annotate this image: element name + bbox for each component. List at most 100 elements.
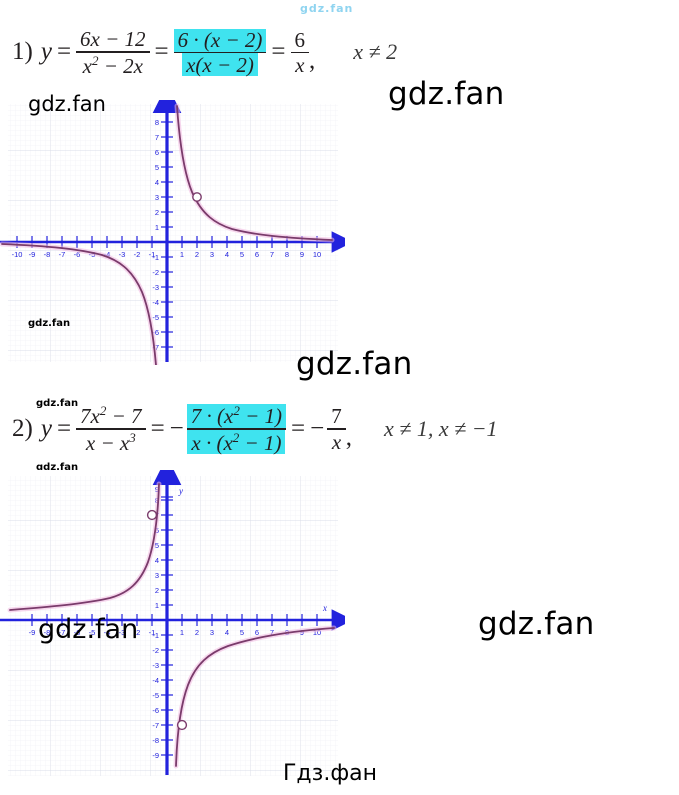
graph-2-y-ticks	[161, 496, 173, 756]
fraction-1-result-bar	[290, 51, 309, 54]
equation-2: 2) y = 7x2 − 7 x − x3 = − 7 · (x2 − 1) x…	[12, 404, 498, 454]
svg-text:8: 8	[285, 250, 289, 259]
svg-text:-6: -6	[74, 250, 81, 259]
svg-text:10: 10	[313, 628, 321, 637]
svg-text:-8: -8	[44, 250, 51, 259]
svg-text:-1: -1	[152, 631, 159, 640]
graph-1-y-tick-labels: 12 34 56 78 9 -1-2 -3-4 -5-6 -7	[152, 106, 159, 352]
svg-text:-9: -9	[29, 628, 36, 637]
svg-text:-1: -1	[149, 250, 156, 259]
graph-1-x-ticks	[16, 236, 318, 248]
fraction-1-result: 6 x	[290, 27, 309, 76]
svg-text:-5: -5	[152, 313, 159, 322]
svg-text:-6: -6	[152, 706, 159, 715]
fraction-2-result-numerator: 7	[331, 404, 342, 428]
fraction-2-result: 7 x	[327, 405, 346, 453]
svg-text:9: 9	[300, 250, 304, 259]
svg-text:-8: -8	[44, 628, 51, 637]
fraction-2b-numerator: 7 · (x2 − 1)	[186, 404, 287, 429]
graph-2-ylabel: y	[178, 486, 183, 496]
equals-6: =	[291, 414, 306, 442]
svg-text:10: 10	[313, 250, 321, 259]
watermark-bottom-right: gdz.fan	[478, 606, 595, 642]
svg-text:-8: -8	[152, 736, 159, 745]
fraction-1a-bar	[76, 51, 150, 53]
fraction-2a-numerator: 7x2 − 7	[80, 403, 142, 428]
svg-text:2: 2	[195, 250, 199, 259]
comma-1: ,	[309, 46, 316, 74]
svg-text:4: 4	[225, 628, 229, 637]
svg-text:-3: -3	[152, 661, 159, 670]
fraction-2b-bar	[186, 428, 287, 430]
graph-2-hole-point-a	[146, 509, 158, 521]
svg-text:-6: -6	[152, 328, 159, 337]
svg-text:6: 6	[255, 250, 259, 259]
svg-text:-3: -3	[152, 283, 159, 292]
graph-2-x-ticks	[31, 614, 318, 626]
svg-text:-2: -2	[134, 250, 141, 259]
svg-text:-4: -4	[152, 676, 159, 685]
svg-text:1: 1	[180, 628, 184, 637]
svg-text:7: 7	[155, 133, 159, 142]
graph-2-xlabel: x	[322, 603, 327, 613]
svg-text:3: 3	[210, 250, 214, 259]
fraction-2a-bar	[76, 428, 146, 430]
graph-1-hole-point	[192, 192, 202, 202]
svg-text:-1: -1	[149, 628, 156, 637]
svg-text:-2: -2	[134, 628, 141, 637]
fraction-1a: 6x − 12 x2 − 2x	[76, 28, 150, 77]
svg-text:-7: -7	[59, 250, 66, 259]
svg-text:-10: -10	[12, 250, 23, 259]
problem-1-number: 1)	[12, 38, 33, 66]
fraction-1b-denominator: x(x − 2)	[182, 53, 258, 76]
svg-text:3: 3	[210, 628, 214, 637]
svg-text:3: 3	[155, 193, 159, 202]
fraction-1b-numerator: 6 · (x − 2)	[173, 28, 267, 52]
problem-1-lhs: y	[40, 38, 52, 66]
svg-text:-3: -3	[119, 250, 126, 259]
svg-text:-5: -5	[89, 628, 96, 637]
svg-text:4: 4	[155, 556, 159, 565]
fraction-1a-numerator: 6x − 12	[80, 27, 146, 51]
condition-2: x ≠ 1, x ≠ −1	[384, 415, 498, 441]
fraction-1-result-numerator: 6	[294, 27, 306, 52]
svg-text:-9: -9	[152, 751, 159, 760]
equals-2: =	[154, 38, 169, 66]
svg-text:-2: -2	[152, 646, 159, 655]
svg-text:6: 6	[255, 628, 259, 637]
comma-2: ,	[345, 423, 353, 451]
watermark-top-center: gdz.fan	[300, 2, 354, 15]
svg-text:1: 1	[180, 250, 184, 259]
svg-text:5: 5	[240, 628, 244, 637]
equation-1: 1) y = 6x − 12 x2 − 2x = 6 · (x − 2) x(x…	[12, 28, 397, 77]
fraction-2b: 7 · (x2 − 1) x · (x2 − 1)	[186, 404, 287, 454]
svg-text:-9: -9	[29, 250, 36, 259]
svg-text:4: 4	[225, 250, 229, 259]
result-minus-2: −	[310, 414, 325, 442]
fraction-2-result-bar	[327, 428, 346, 430]
svg-text:-5: -5	[152, 691, 159, 700]
graph-2-hole-point-b	[176, 719, 188, 731]
svg-text:-2: -2	[152, 268, 159, 277]
equals-4: =	[56, 414, 72, 442]
equals-1: =	[56, 38, 72, 66]
condition-1: x ≠ 2	[353, 39, 398, 65]
fraction-1b-bar	[173, 51, 267, 54]
fraction-2-result-denominator: x	[331, 429, 342, 454]
graph-1-curve	[0, 103, 335, 365]
fraction-2a-denominator: x − x3	[85, 429, 136, 455]
problem-2-number: 2)	[12, 414, 33, 442]
svg-text:7: 7	[270, 250, 274, 259]
equals-3: =	[271, 38, 286, 66]
svg-text:2: 2	[195, 628, 199, 637]
svg-text:1: 1	[155, 601, 159, 610]
fraction-1b: 6 · (x − 2) x(x − 2)	[173, 28, 267, 76]
graph-2-axes	[0, 470, 345, 775]
svg-text:7: 7	[270, 628, 274, 637]
svg-text:1: 1	[155, 223, 159, 232]
svg-text:8: 8	[155, 118, 159, 127]
